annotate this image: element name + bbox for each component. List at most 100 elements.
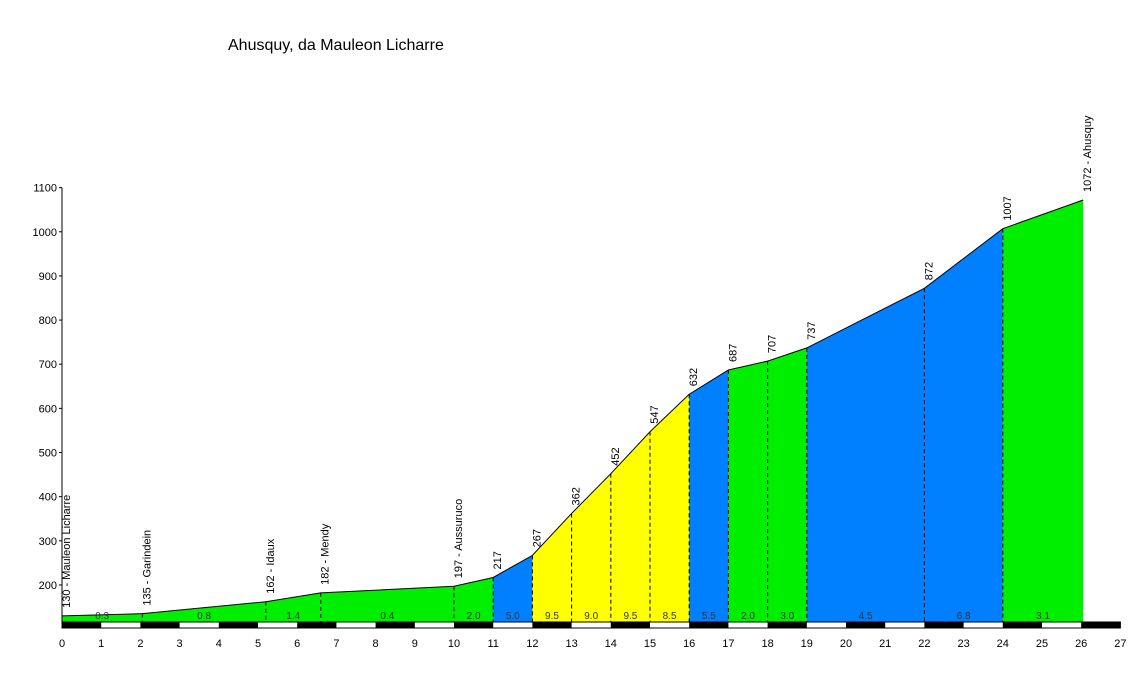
segment-area-11 [728, 361, 768, 622]
x-tick-label-22: 22 [918, 638, 930, 650]
x-tick-label-0: 0 [59, 638, 65, 650]
segment-area-4 [454, 577, 494, 622]
x-tick-label-5: 5 [255, 638, 261, 650]
x-tick-label-9: 9 [412, 638, 418, 650]
waypoint-labels: 130 - Mauleon Licharre 135 - Garindein 162… [61, 115, 1094, 608]
segment-grade-label-1: 0.8 [197, 611, 211, 622]
segment-area-12 [767, 347, 807, 622]
y-tick-label-8: 1000 [33, 227, 57, 239]
segment-area-7 [571, 473, 611, 622]
km-bar-block-24 [1002, 622, 1042, 628]
segment-area-13 [806, 288, 925, 622]
segment-area-3 [320, 586, 454, 622]
x-tick-label-27: 27 [1114, 638, 1126, 650]
km-bar-block-26 [1081, 622, 1121, 628]
x-tick-label-2: 2 [137, 638, 143, 650]
segment-grade-label-3: 0.4 [380, 611, 394, 622]
km-bar-block-4 [218, 622, 258, 628]
x-tick-label-12: 12 [526, 638, 538, 650]
x-tick-label-23: 23 [957, 638, 969, 650]
y-tick-label-9: 1100 [33, 183, 57, 195]
segment-grade-labels: 0.3 0.8 1.4 0.4 2.0 5.0 9.5 9.0 9.5 8.5 5.5 2.0 3.0 4… [95, 611, 1050, 622]
y-tick-label-0: 200 [39, 580, 57, 592]
km-bar-block-6 [297, 622, 337, 628]
segment-area-6 [532, 513, 572, 622]
x-tick-label-4: 4 [216, 638, 222, 650]
km-bar-block-10 [454, 622, 494, 628]
segment-dividers [141, 228, 1004, 622]
x-tick-label-21: 21 [879, 638, 891, 650]
x-tick-label-13: 13 [565, 638, 577, 650]
x-tick-label-20: 20 [840, 638, 852, 650]
x-tick-label-3: 3 [177, 638, 183, 650]
x-tick-label-15: 15 [644, 638, 656, 650]
km-bar-block-12 [532, 622, 572, 628]
chart-title: Ahusquy, da Mauleon Licharre [228, 37, 444, 54]
waypoint-label-6: 267 [531, 529, 543, 547]
y-tick-label-2: 400 [39, 492, 57, 504]
waypoint-label-3: 182 - Mendy [320, 523, 332, 585]
segment-area-2 [265, 592, 321, 622]
x-tick-label-18: 18 [761, 638, 773, 650]
km-bar-block-8 [375, 622, 415, 628]
waypoint-label-9: 547 [649, 405, 661, 423]
segment-grade-label-15: 3.1 [1036, 611, 1050, 622]
waypoint-label-8: 452 [610, 447, 622, 465]
waypoint-label-5: 217 [492, 551, 504, 569]
x-tick-label-16: 16 [683, 638, 695, 650]
y-tick-label-1: 300 [39, 536, 57, 548]
segment-grade-label-5: 5.0 [506, 611, 520, 622]
segment-area-14 [924, 228, 1003, 622]
segment-grade-label-6: 9.5 [545, 611, 559, 622]
waypoint-label-0: 130 - Mauleon Licharre [61, 495, 73, 608]
waypoint-label-16: 1072 - Ahusquy [1082, 115, 1094, 192]
segment-grade-label-14: 6.8 [957, 611, 971, 622]
segment-grade-label-9: 8.5 [663, 611, 677, 622]
segment-grade-label-7: 9.0 [584, 611, 598, 622]
km-bar-block-20 [846, 622, 886, 628]
waypoint-label-1: 135 - Garindein [141, 530, 153, 606]
segment-grade-label-10: 5.5 [702, 611, 716, 622]
segment-area-1 [142, 601, 266, 622]
segment-area-9 [650, 394, 690, 622]
km-bar-block-0 [62, 622, 102, 628]
segment-grade-label-12: 3.0 [780, 611, 794, 622]
segment-grade-label-2: 1.4 [286, 611, 300, 622]
waypoint-label-7: 362 [571, 487, 583, 505]
km-bar-block-16 [689, 622, 729, 628]
x-tick-label-26: 26 [1075, 638, 1087, 650]
waypoint-label-11: 687 [727, 344, 739, 362]
x-tick-label-10: 10 [448, 638, 460, 650]
x-tick-label-7: 7 [333, 638, 339, 650]
y-tick-label-5: 700 [39, 359, 57, 371]
x-tick-label-24: 24 [997, 638, 1009, 650]
segment-grade-label-4: 2.0 [467, 611, 481, 622]
segment-grade-label-11: 2.0 [741, 611, 755, 622]
waypoint-label-13: 737 [806, 322, 818, 340]
waypoint-label-15: 1007 [1002, 196, 1014, 220]
x-tick-label-14: 14 [605, 638, 617, 650]
waypoint-label-2: 162 - Idaux [265, 538, 277, 594]
x-tick-label-19: 19 [801, 638, 813, 650]
waypoint-label-14: 872 [923, 262, 935, 280]
segment-grade-label-0: 0.3 [95, 611, 109, 622]
y-tick-label-6: 800 [39, 315, 57, 327]
waypoint-label-4: 197 - Aussuruco [453, 499, 465, 579]
x-tick-label-17: 17 [722, 638, 734, 650]
km-bar-block-2 [140, 622, 180, 628]
gradient-segments [62, 199, 1084, 622]
km-bar-block-14 [610, 622, 650, 628]
segment-area-10 [689, 369, 729, 622]
x-tick-label-6: 6 [294, 638, 300, 650]
waypoint-label-10: 632 [688, 368, 700, 386]
km-bar-block-22 [924, 622, 964, 628]
x-tick-label-1: 1 [98, 638, 104, 650]
y-tick-label-3: 500 [39, 448, 57, 460]
segment-area-8 [610, 431, 650, 622]
x-tick-label-8: 8 [373, 638, 379, 650]
x-tick-label-11: 11 [487, 638, 498, 650]
segment-grade-label-8: 9.5 [623, 611, 637, 622]
y-tick-label-7: 900 [39, 271, 57, 283]
